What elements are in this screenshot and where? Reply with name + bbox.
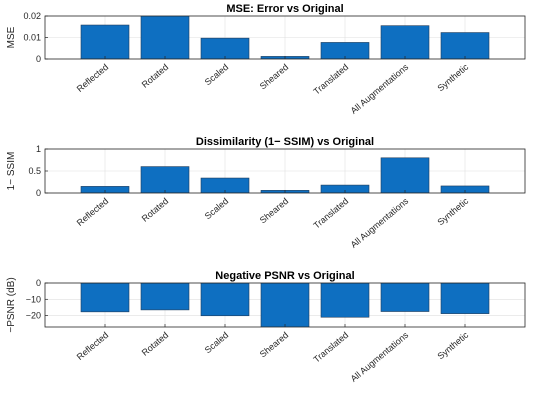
x-tick-label: Reflected: [75, 196, 111, 228]
chart-title: Negative PSNR vs Original: [215, 270, 354, 282]
x-tick-label: Scaled: [203, 62, 231, 87]
bar-scaled: [200, 283, 250, 317]
x-tick-label: Translated: [312, 196, 351, 231]
y-axis-label: −PSNR (dB): [6, 277, 17, 332]
y-axis-label: 1− SSIM: [6, 152, 17, 191]
bar-all-augmentations: [380, 157, 430, 193]
bar-rotated: [140, 283, 190, 311]
bar-group: [80, 157, 490, 193]
x-tick-label: Scaled: [203, 330, 231, 355]
x-tick-label: Synthetic: [435, 196, 470, 228]
bar-synthetic: [440, 283, 490, 314]
bar-rotated: [140, 166, 190, 193]
y-tick-label: 0.02: [23, 11, 41, 21]
x-tick-label: Sheared: [258, 196, 290, 226]
chart-title: Dissimilarity (1− SSIM) vs Original: [196, 136, 374, 148]
x-tick-label: Sheared: [258, 330, 290, 360]
bar-reflected: [80, 283, 130, 313]
bar-sheared: [260, 283, 310, 327]
x-tick-label: Scaled: [203, 196, 231, 221]
y-axis-label: MSE: [6, 26, 17, 48]
y-tick-label: 0.01: [23, 33, 41, 43]
y-tick-label: 1: [36, 144, 41, 154]
bar-scaled: [200, 37, 250, 59]
x-tick-label: Synthetic: [435, 330, 470, 362]
bar-translated: [320, 283, 370, 318]
bar-reflected: [80, 24, 130, 59]
x-tick-label: Reflected: [75, 62, 111, 94]
x-tick-label: Sheared: [258, 62, 290, 92]
x-tick-label: All Augmentations: [349, 330, 411, 384]
chart-title: MSE: Error vs Original: [226, 3, 343, 15]
bar-all-augmentations: [380, 283, 430, 312]
y-tick-label: 0: [36, 188, 41, 198]
bar-synthetic: [440, 185, 490, 193]
x-tick-label: Synthetic: [435, 62, 470, 94]
y-tick-label: 0: [36, 54, 41, 64]
y-tick-label: −20: [26, 311, 41, 321]
bar-group: [80, 16, 490, 59]
bar-translated: [320, 42, 370, 59]
chart-panel-1: 0 0.01 0.02 Reflected Rotated Scaled Sheared Tr…: [6, 3, 526, 116]
y-tick-label: −10: [26, 294, 41, 304]
bar-rotated: [140, 16, 190, 59]
x-tick-label: Rotated: [140, 330, 171, 358]
y-tick-label: 0: [36, 278, 41, 288]
x-tick-label: Translated: [312, 330, 351, 365]
x-tick-label: Rotated: [140, 62, 171, 90]
bar-all-augmentations: [380, 25, 430, 59]
x-tick-label: All Augmentations: [349, 196, 411, 250]
chart-panel-3: −20 −10 0 Reflected Rotated Scaled Sheared Tran…: [6, 270, 526, 384]
x-tick-label: Rotated: [140, 196, 171, 224]
y-tick-label: 0.5: [28, 166, 41, 176]
x-tick-label: All Augmentations: [349, 62, 411, 116]
x-tick-label: Reflected: [75, 330, 111, 362]
bar-group: [80, 283, 490, 327]
chart-panel-2: 0 0.5 1 Reflected Rotated Scaled Sheared Transl…: [6, 136, 526, 250]
bar-translated: [320, 184, 370, 193]
bar-synthetic: [440, 32, 490, 59]
x-tick-label: Translated: [312, 62, 351, 97]
